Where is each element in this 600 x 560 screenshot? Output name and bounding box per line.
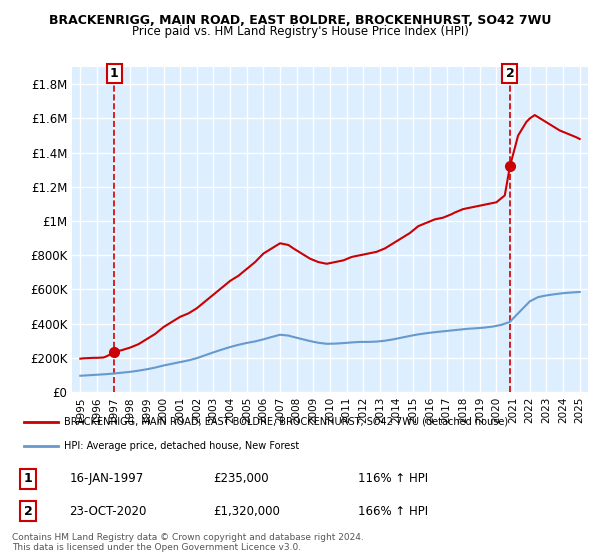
Text: 116% ↑ HPI: 116% ↑ HPI (358, 473, 428, 486)
Text: HPI: Average price, detached house, New Forest: HPI: Average price, detached house, New … (64, 441, 299, 451)
Text: BRACKENRIGG, MAIN ROAD, EAST BOLDRE, BROCKENHURST, SO42 7WU (detached house): BRACKENRIGG, MAIN ROAD, EAST BOLDRE, BRO… (64, 417, 508, 427)
Text: 2: 2 (506, 67, 514, 80)
Text: £1,320,000: £1,320,000 (214, 505, 280, 517)
Text: 166% ↑ HPI: 166% ↑ HPI (358, 505, 428, 517)
Text: Contains HM Land Registry data © Crown copyright and database right 2024.: Contains HM Land Registry data © Crown c… (12, 533, 364, 542)
Text: 1: 1 (24, 473, 32, 486)
Text: This data is licensed under the Open Government Licence v3.0.: This data is licensed under the Open Gov… (12, 543, 301, 552)
Text: £235,000: £235,000 (214, 473, 269, 486)
Text: 23-OCT-2020: 23-OCT-2020 (70, 505, 147, 517)
Text: 1: 1 (110, 67, 119, 80)
Text: Price paid vs. HM Land Registry's House Price Index (HPI): Price paid vs. HM Land Registry's House … (131, 25, 469, 38)
Text: 16-JAN-1997: 16-JAN-1997 (70, 473, 144, 486)
Text: 2: 2 (24, 505, 32, 517)
Text: BRACKENRIGG, MAIN ROAD, EAST BOLDRE, BROCKENHURST, SO42 7WU: BRACKENRIGG, MAIN ROAD, EAST BOLDRE, BRO… (49, 14, 551, 27)
